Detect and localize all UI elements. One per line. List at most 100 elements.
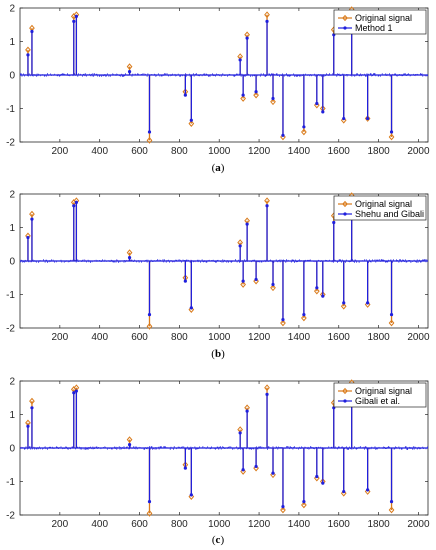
stem-marker <box>301 128 307 136</box>
y-tick-label: 2 <box>9 4 15 15</box>
stem-marker <box>147 500 152 504</box>
stem-marker <box>342 301 346 305</box>
stem-marker <box>340 302 347 310</box>
stem-marker <box>265 392 269 396</box>
stem-marker <box>30 217 34 221</box>
stem-marker <box>254 90 258 94</box>
stem-marker <box>72 391 76 395</box>
legend-entry: Shehu and Gibali <box>355 209 424 219</box>
x-tick-label: 1400 <box>288 519 311 530</box>
stem-marker <box>271 96 275 101</box>
stem-marker <box>126 249 133 256</box>
legend-entry: Original signal <box>355 199 412 209</box>
x-tick-label: 1200 <box>248 146 271 157</box>
stem-marker <box>364 115 371 122</box>
stem-marker <box>388 319 395 327</box>
stem-marker <box>238 58 242 62</box>
stem-marker <box>127 256 132 260</box>
legend-entry: Original signal <box>355 386 412 396</box>
stem-marker <box>127 443 132 447</box>
x-tick-label: 800 <box>171 519 188 530</box>
y-tick-label: 2 <box>9 377 15 388</box>
y-tick-label: 0 <box>9 444 15 455</box>
stem-marker <box>74 389 78 393</box>
x-tick-label: 800 <box>171 146 188 157</box>
x-tick-label: 1000 <box>208 146 231 157</box>
stem-marker <box>281 318 285 322</box>
x-tick-label: 1800 <box>367 519 390 530</box>
series-recovered <box>26 387 394 509</box>
stem-marker <box>321 481 325 485</box>
x-tick-label: 2000 <box>407 146 430 157</box>
stem-marker <box>254 464 258 469</box>
stem-marker <box>281 133 285 137</box>
stem-marker <box>302 125 306 129</box>
stem-marker <box>245 409 249 413</box>
legend-box <box>333 195 427 221</box>
x-tick-label: 2000 <box>407 519 430 530</box>
legend-marker <box>342 200 348 208</box>
x-tick-label: 1600 <box>328 146 351 157</box>
stem-marker <box>315 474 319 479</box>
stem-marker <box>302 313 306 317</box>
stem-marker <box>254 277 258 282</box>
stem-marker <box>389 130 394 134</box>
stem-marker <box>189 306 193 310</box>
panel-c: 200 400 600 800 1000 1200 1400 1600 1800 2000 -2 -1… <box>6 377 430 547</box>
stem-marker <box>302 500 306 504</box>
x-tick-label: 400 <box>91 519 108 530</box>
stem-marker <box>147 130 152 134</box>
stem-marker <box>265 19 269 23</box>
stem-marker <box>340 116 347 124</box>
stem-marker <box>241 468 245 472</box>
stem-marker <box>30 406 34 410</box>
stem-marker <box>146 322 153 330</box>
x-tick-label: 1400 <box>288 146 311 157</box>
x-tick-label: 600 <box>131 519 148 530</box>
stem-marker <box>332 220 336 225</box>
stem-marker <box>364 301 371 308</box>
y-tick-label: 1 <box>9 410 15 421</box>
x-tick-label: 1000 <box>208 519 231 530</box>
y-tick-label: 2 <box>9 190 15 201</box>
stem-marker <box>183 279 187 283</box>
stem-marker <box>280 319 286 327</box>
stem-marker <box>147 313 152 317</box>
stem-marker <box>342 116 346 121</box>
stem-marker <box>126 63 133 70</box>
stem-marker <box>321 294 325 298</box>
series-recovered <box>26 14 394 137</box>
stem-marker <box>238 431 242 435</box>
stem-marker <box>264 384 270 392</box>
stem-marker <box>340 489 347 497</box>
series-recovered <box>26 199 394 322</box>
x-tick-label: 200 <box>52 519 69 530</box>
stem-marker <box>245 36 249 40</box>
stem-marker <box>240 95 246 102</box>
panel-caption: (a) <box>212 162 225 174</box>
panel-caption: (b) <box>211 348 225 360</box>
stem-marker <box>270 98 276 106</box>
legend-marker <box>343 399 347 403</box>
stem-marker <box>253 91 259 99</box>
stem-marker <box>74 200 78 204</box>
y-tick-label: -2 <box>6 138 15 149</box>
x-tick-label: 1200 <box>248 332 271 343</box>
stem-marker <box>253 277 259 285</box>
stem-marker <box>388 133 395 141</box>
x-tick-label: 200 <box>52 146 69 157</box>
y-tick-label: 0 <box>9 71 15 82</box>
x-tick-label: 2000 <box>407 332 430 343</box>
panel-caption: (c) <box>212 534 225 546</box>
stem-marker <box>270 284 276 292</box>
stem-marker <box>366 488 370 492</box>
stem-marker <box>30 29 34 34</box>
x-tick-label: 400 <box>91 146 108 157</box>
stem-marker <box>301 501 307 509</box>
x-tick-label: 1000 <box>208 332 231 343</box>
stem-marker <box>240 468 246 475</box>
legend-marker <box>343 26 347 30</box>
